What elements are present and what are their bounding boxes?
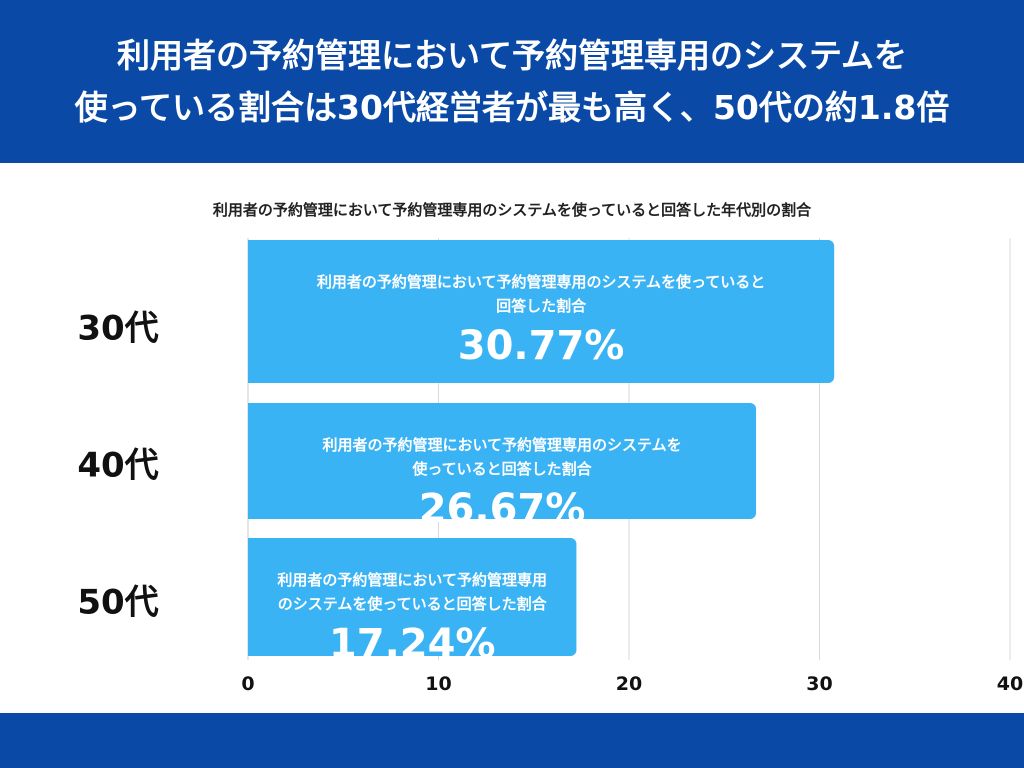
bar-chart: 0 10 20 30 40 30代 40代 50代: [77, 238, 1023, 695]
header-banner: 利用者の予約管理において予約管理専用のシステムを 使っている割合は30代経営者が…: [0, 0, 1024, 163]
x-tick-label-20: 20: [616, 673, 642, 695]
bar-40代[interactable]: [248, 403, 757, 519]
bar-50代[interactable]: [248, 538, 577, 656]
bar-left-edge-30代: [248, 240, 256, 383]
headline-line-1: 利用者の予約管理において予約管理専用のシステムを: [116, 35, 908, 75]
x-tick-label-40: 40: [997, 673, 1023, 695]
bar-30代[interactable]: [248, 240, 835, 383]
x-tick-label-0: 0: [241, 673, 254, 695]
bar-left-edge-40代: [248, 403, 256, 519]
category-label-50代: 50代: [77, 583, 158, 623]
category-label-30代: 30代: [77, 309, 158, 349]
x-tick-label-10: 10: [425, 673, 451, 695]
headline-line-2: 使っている割合は30代経営者が最も高く、50代の約1.8倍: [74, 87, 950, 127]
footer-banner: [0, 713, 1024, 768]
chart-title: 利用者の予約管理において予約管理専用のシステムを使っていると回答した年代別の割合: [212, 201, 812, 219]
x-tick-label-30: 30: [806, 673, 832, 695]
bar-left-edge-50代: [248, 538, 256, 656]
category-label-40代: 40代: [77, 446, 158, 486]
